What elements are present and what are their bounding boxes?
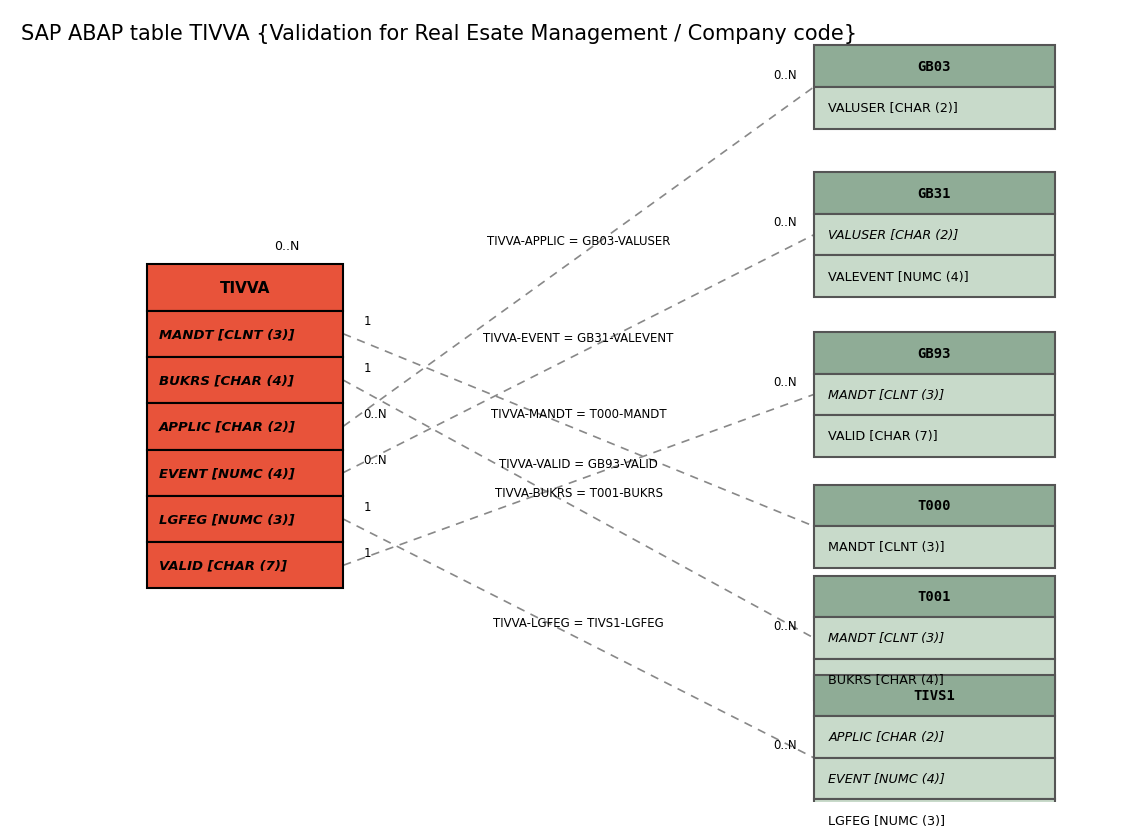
Bar: [814, 758, 1054, 800]
Bar: [814, 659, 1054, 700]
Text: TIVVA-LGFEG = TIVS1-LGFEG: TIVVA-LGFEG = TIVS1-LGFEG: [493, 616, 664, 629]
Text: LGFEG [NUMC (3)]: LGFEG [NUMC (3)]: [159, 513, 295, 526]
Bar: [814, 332, 1054, 375]
Text: GB31: GB31: [918, 187, 951, 201]
Text: 1: 1: [364, 361, 370, 375]
Text: TIVVA-BUKRS = T001-BUKRS: TIVVA-BUKRS = T001-BUKRS: [495, 487, 663, 500]
Bar: [814, 800, 1054, 827]
Text: T001: T001: [918, 590, 951, 604]
Text: MANDT [CLNT (3)]: MANDT [CLNT (3)]: [829, 632, 945, 645]
Bar: [814, 256, 1054, 298]
Text: 0..N: 0..N: [773, 69, 797, 82]
Bar: [814, 215, 1054, 256]
Bar: [814, 618, 1054, 659]
Text: BUKRS [CHAR (4)]: BUKRS [CHAR (4)]: [159, 374, 294, 387]
Text: APPLIC [CHAR (2)]: APPLIC [CHAR (2)]: [159, 420, 296, 433]
Bar: [814, 576, 1054, 618]
Bar: [814, 46, 1054, 88]
Text: 0..N: 0..N: [274, 240, 300, 253]
Text: VALUSER [CHAR (2)]: VALUSER [CHAR (2)]: [829, 103, 959, 115]
Bar: [814, 675, 1054, 716]
Text: TIVS1: TIVS1: [913, 689, 955, 703]
Text: EVENT [NUMC (4)]: EVENT [NUMC (4)]: [159, 466, 295, 480]
Bar: [147, 311, 343, 357]
Text: T000: T000: [918, 499, 951, 513]
Text: 0..N: 0..N: [364, 454, 387, 466]
Text: TIVVA-APPLIC = GB03-VALUSER: TIVVA-APPLIC = GB03-VALUSER: [487, 235, 671, 248]
Bar: [814, 485, 1054, 527]
Text: 1: 1: [364, 500, 370, 513]
Bar: [147, 543, 343, 589]
Text: 0..N: 0..N: [773, 216, 797, 229]
Bar: [814, 173, 1054, 215]
Text: GB93: GB93: [918, 347, 951, 361]
Text: TIVVA: TIVVA: [220, 280, 270, 295]
Text: LGFEG [NUMC (3)]: LGFEG [NUMC (3)]: [829, 814, 945, 826]
Bar: [147, 496, 343, 543]
Text: VALID [CHAR (7)]: VALID [CHAR (7)]: [829, 430, 938, 443]
Text: APPLIC [CHAR (2)]: APPLIC [CHAR (2)]: [829, 730, 945, 743]
Text: TIVVA-MANDT = T000-MANDT: TIVVA-MANDT = T000-MANDT: [491, 408, 666, 421]
Text: 0..N: 0..N: [773, 619, 797, 632]
Text: 0..N: 0..N: [364, 408, 387, 420]
Bar: [814, 527, 1054, 568]
Bar: [814, 375, 1054, 416]
Bar: [814, 416, 1054, 457]
Text: MANDT [CLNT (3)]: MANDT [CLNT (3)]: [829, 389, 945, 401]
Text: MANDT [CLNT (3)]: MANDT [CLNT (3)]: [159, 327, 295, 341]
Text: VALUSER [CHAR (2)]: VALUSER [CHAR (2)]: [829, 229, 959, 242]
Text: TIVVA-EVENT = GB31-VALEVENT: TIVVA-EVENT = GB31-VALEVENT: [483, 332, 674, 345]
Text: 1: 1: [364, 315, 370, 328]
Text: GB03: GB03: [918, 60, 951, 74]
Text: EVENT [NUMC (4)]: EVENT [NUMC (4)]: [829, 772, 945, 785]
Bar: [147, 450, 343, 496]
Text: 0..N: 0..N: [773, 375, 797, 389]
Text: TIVVA-VALID = GB93-VALID: TIVVA-VALID = GB93-VALID: [499, 457, 658, 471]
Bar: [814, 88, 1054, 129]
Text: VALEVENT [NUMC (4)]: VALEVENT [NUMC (4)]: [829, 270, 969, 284]
Text: VALID [CHAR (7)]: VALID [CHAR (7)]: [159, 559, 287, 572]
Bar: [147, 404, 343, 450]
Text: SAP ABAP table TIVVA {Validation for Real Esate Management / Company code}: SAP ABAP table TIVVA {Validation for Rea…: [21, 24, 857, 44]
Text: 1: 1: [364, 547, 370, 559]
Text: 0..N: 0..N: [773, 739, 797, 752]
Text: MANDT [CLNT (3)]: MANDT [CLNT (3)]: [829, 541, 945, 554]
Bar: [814, 716, 1054, 758]
Text: BUKRS [CHAR (4)]: BUKRS [CHAR (4)]: [829, 673, 944, 686]
Bar: [147, 357, 343, 404]
Bar: [147, 265, 343, 311]
